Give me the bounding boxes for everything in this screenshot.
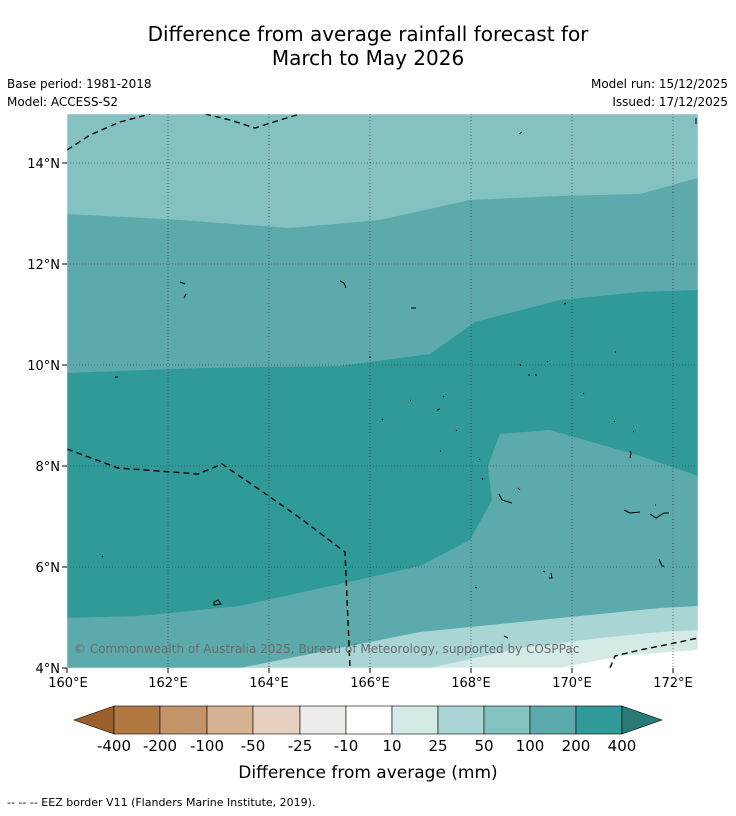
lat-label: 14°N xyxy=(27,157,60,172)
colorbar-segment xyxy=(437,705,485,735)
colorbar-segment xyxy=(252,705,301,735)
band-10-25 xyxy=(560,650,698,668)
lat-label: 4°N xyxy=(36,662,61,677)
colorbar-segment xyxy=(299,705,347,735)
lon-label: 160°E xyxy=(48,676,88,691)
title-line-1: Difference from average rainfall forecas… xyxy=(147,22,589,46)
colorbar-label: -400 xyxy=(97,737,131,755)
eez-footnote: -- -- -- EEZ border V11 (Flanders Marine… xyxy=(7,796,316,809)
issued-date: Issued: 17/12/2025 xyxy=(612,95,728,109)
colorbar-low-extend xyxy=(73,705,115,735)
copyright-text: © Commonwealth of Australia 2025, Bureau… xyxy=(74,642,579,656)
axis-ticks xyxy=(62,162,674,673)
model-run: Model run: 15/12/2025 xyxy=(590,77,728,91)
model-name: Model: ACCESS-S2 xyxy=(7,95,119,109)
colorbar-label: 50 xyxy=(474,737,493,755)
colorbar-label: 25 xyxy=(428,737,447,755)
lat-label: 12°N xyxy=(27,258,60,273)
lon-label: 172°E xyxy=(653,676,693,691)
islands xyxy=(101,118,697,639)
band-100-200-lower xyxy=(67,430,698,668)
colorbar-segment xyxy=(575,705,623,735)
lat-label: 8°N xyxy=(36,460,61,475)
meta-left: Base period: 1981-2018 Model: ACCESS-S2 xyxy=(7,75,152,111)
chart-title: Difference from average rainfall forecas… xyxy=(0,22,736,70)
lon-label: 170°E xyxy=(552,676,592,691)
lon-label: 164°E xyxy=(249,676,289,691)
colorbar-segment xyxy=(159,705,208,735)
colorbar-label: -25 xyxy=(288,737,313,755)
base-period: Base period: 1981-2018 xyxy=(7,77,152,91)
colorbar-label: 100 xyxy=(516,737,545,755)
meta-right: Model run: 15/12/2025 Issued: 17/12/2025 xyxy=(591,75,728,111)
gridlines xyxy=(67,114,698,668)
colorbar-segment xyxy=(345,705,393,735)
colorbar-segment xyxy=(391,705,439,735)
lon-labels: 160°E 162°E 164°E 166°E 168°E 170°E 172°… xyxy=(48,676,693,691)
colorbar-label: 200 xyxy=(562,737,591,755)
band-200-400 xyxy=(67,290,698,618)
lat-label: 6°N xyxy=(36,561,61,576)
colorbar xyxy=(73,705,663,735)
colorbar-segment xyxy=(113,705,161,735)
colorbar-label: -100 xyxy=(190,737,224,755)
colorbar-title: Difference from average (mm) xyxy=(238,763,497,783)
lon-label: 166°E xyxy=(350,676,390,691)
lon-label: 168°E xyxy=(451,676,491,691)
colorbar-segment xyxy=(483,705,531,735)
lat-label: 10°N xyxy=(27,359,60,374)
colorbar-label: -10 xyxy=(334,737,359,755)
colorbar-segment xyxy=(206,705,254,735)
lon-label: 162°E xyxy=(148,676,188,691)
colorbar-high-extend xyxy=(621,705,663,735)
eez-borders xyxy=(67,114,698,668)
map-frame xyxy=(66,113,699,669)
map-area[interactable]: © Commonwealth of Australia 2025, Bureau… xyxy=(67,114,698,668)
title-line-2: March to May 2026 xyxy=(271,46,465,70)
colorbar-labels: -400 -200 -100 -50 -25 -10 10 25 50 100 … xyxy=(97,737,636,755)
colorbar-label: -200 xyxy=(143,737,177,755)
colorbar-label: 10 xyxy=(382,737,401,755)
lat-labels: 4°N 6°N 8°N 10°N 12°N 14°N xyxy=(27,157,60,677)
colorbar-label: 400 xyxy=(608,737,637,755)
colorbar-segment xyxy=(529,705,577,735)
colorbar-label: -50 xyxy=(241,737,266,755)
